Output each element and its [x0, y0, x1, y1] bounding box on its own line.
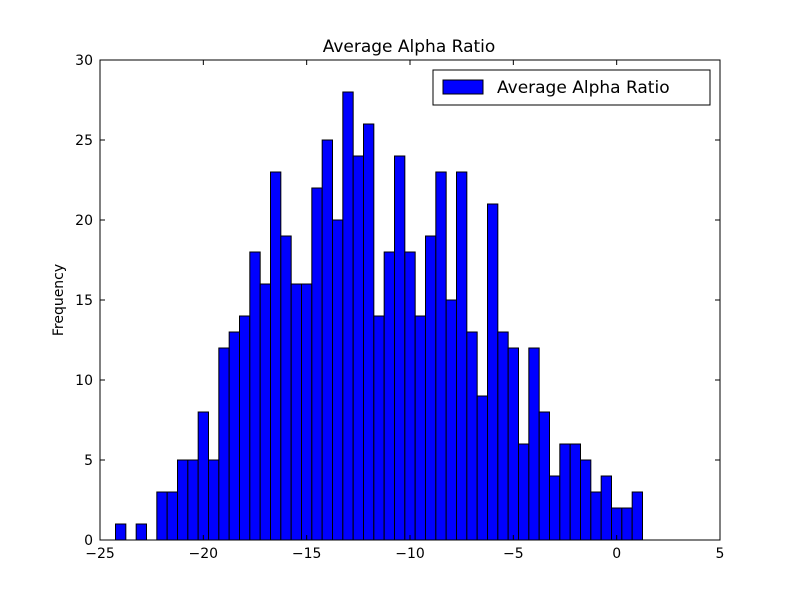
- chart-title: Average Alpha Ratio: [323, 37, 496, 57]
- x-tick-label: −25: [85, 546, 115, 562]
- histogram-bar: [456, 171, 468, 541]
- histogram-bars: [115, 91, 644, 541]
- x-tick-label: −15: [292, 546, 322, 562]
- histogram-bar: [208, 459, 220, 541]
- y-tick-label: 0: [84, 533, 93, 549]
- histogram-bar: [239, 315, 251, 541]
- histogram-bar: [249, 251, 261, 541]
- histogram-bar: [538, 411, 551, 541]
- y-tick-label: 20: [75, 213, 93, 229]
- histogram-bar: [197, 411, 210, 541]
- legend: Average Alpha Ratio: [432, 69, 711, 106]
- histogram-bar: [115, 523, 127, 541]
- histogram-bar: [549, 475, 561, 541]
- histogram-bar: [414, 315, 426, 541]
- histogram-bar: [559, 443, 571, 541]
- histogram-bar: [569, 443, 582, 541]
- histogram-bar: [187, 459, 199, 541]
- histogram-bar: [497, 331, 509, 541]
- histogram-bar: [373, 315, 385, 541]
- histogram-bar: [352, 155, 364, 541]
- y-tick-label: 15: [75, 293, 93, 309]
- x-tick-label: −5: [503, 546, 524, 562]
- histogram-bar: [466, 331, 478, 541]
- histogram-bar: [301, 283, 313, 541]
- histogram-bar: [218, 347, 230, 541]
- y-tick-label: 30: [75, 53, 93, 69]
- histogram-bar: [394, 155, 406, 541]
- histogram-bar: [270, 171, 282, 541]
- histogram-bar: [487, 203, 499, 541]
- y-tick-label: 5: [84, 453, 93, 469]
- legend-swatch: [442, 79, 484, 95]
- histogram-bar: [332, 219, 344, 541]
- histogram-bar: [177, 459, 189, 541]
- histogram-bar: [518, 443, 530, 541]
- histogram-bar: [135, 523, 148, 541]
- histogram-bar: [228, 331, 241, 541]
- y-axis-label: Frequency: [51, 264, 67, 336]
- histogram-bar: [445, 299, 457, 541]
- histogram-bar: [290, 283, 302, 541]
- legend-label: Average Alpha Ratio: [497, 78, 670, 98]
- histogram-bar: [363, 123, 375, 541]
- plot-frame: [99, 59, 721, 541]
- histogram-bar: [321, 139, 333, 541]
- histogram-bar: [425, 235, 437, 541]
- x-tick-label: −10: [395, 546, 425, 562]
- y-tick-label: 10: [75, 373, 93, 389]
- histogram-bar: [383, 251, 395, 541]
- histogram-bar: [631, 491, 644, 541]
- histogram-bar: [280, 235, 292, 541]
- histogram-bar: [528, 347, 540, 541]
- histogram-bar: [580, 459, 592, 541]
- histogram-bar: [590, 491, 602, 541]
- histogram-bar: [507, 347, 519, 541]
- histogram-bar: [259, 283, 271, 541]
- histogram-bar: [435, 171, 447, 541]
- x-tick-label: −20: [189, 546, 219, 562]
- histogram-bar: [342, 91, 354, 541]
- y-tick-label: 25: [75, 133, 93, 149]
- histogram-bar: [621, 507, 633, 541]
- histogram-bar: [600, 475, 613, 541]
- histogram-bar: [404, 251, 416, 541]
- x-tick-label: 0: [612, 546, 621, 562]
- histogram-bar: [476, 395, 488, 541]
- histogram-bar: [156, 491, 168, 541]
- histogram-bar: [166, 491, 179, 541]
- histogram-bar: [311, 187, 323, 541]
- x-tick-label: 5: [716, 546, 725, 562]
